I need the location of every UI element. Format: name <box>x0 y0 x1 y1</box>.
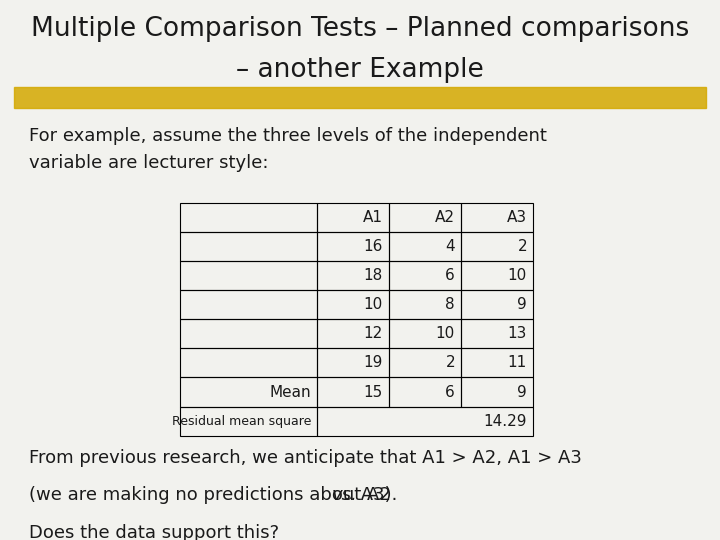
Bar <box>461 319 533 348</box>
Text: – another Example: – another Example <box>236 57 484 83</box>
Bar <box>317 202 389 232</box>
Text: 9: 9 <box>517 297 527 312</box>
Text: 14.29: 14.29 <box>484 414 527 429</box>
Text: 9: 9 <box>517 384 527 400</box>
Text: A3).: A3). <box>356 486 397 504</box>
Bar <box>180 377 317 407</box>
Text: Does the data support this?: Does the data support this? <box>29 524 279 540</box>
Bar <box>180 232 317 261</box>
Text: 8: 8 <box>446 297 455 312</box>
Text: Residual mean square: Residual mean square <box>171 415 311 428</box>
Text: 13: 13 <box>508 326 527 341</box>
Text: 6: 6 <box>445 268 455 283</box>
Bar <box>180 407 317 436</box>
Text: 10: 10 <box>364 297 383 312</box>
Bar <box>180 261 317 290</box>
Text: variable are lecturer style:: variable are lecturer style: <box>29 154 269 172</box>
Bar <box>317 348 389 377</box>
Text: 11: 11 <box>508 355 527 370</box>
Text: (we are making no predictions about A2: (we are making no predictions about A2 <box>29 486 397 504</box>
Bar <box>180 348 317 377</box>
Bar <box>461 202 533 232</box>
Text: 4: 4 <box>446 239 455 254</box>
Text: From previous research, we anticipate that A1 > A2, A1 > A3: From previous research, we anticipate th… <box>29 449 582 467</box>
Bar <box>317 261 389 290</box>
Bar <box>389 348 461 377</box>
Bar <box>461 377 533 407</box>
Text: A3: A3 <box>507 210 527 225</box>
Bar <box>389 319 461 348</box>
Bar <box>461 348 533 377</box>
Text: vs.: vs. <box>332 486 358 504</box>
Text: 12: 12 <box>364 326 383 341</box>
Text: 6: 6 <box>445 384 455 400</box>
Bar <box>461 261 533 290</box>
Text: A2: A2 <box>435 210 455 225</box>
Text: 16: 16 <box>364 239 383 254</box>
Bar <box>180 202 317 232</box>
Text: 15: 15 <box>364 384 383 400</box>
Text: 2: 2 <box>446 355 455 370</box>
Bar <box>389 377 461 407</box>
Bar <box>180 319 317 348</box>
Text: 19: 19 <box>364 355 383 370</box>
Bar <box>317 319 389 348</box>
Bar <box>317 407 533 436</box>
Text: 10: 10 <box>508 268 527 283</box>
Text: For example, assume the three levels of the independent: For example, assume the three levels of … <box>29 127 546 145</box>
Bar <box>180 290 317 319</box>
Text: 10: 10 <box>436 326 455 341</box>
Bar <box>389 290 461 319</box>
Text: Multiple Comparison Tests – Planned comparisons: Multiple Comparison Tests – Planned comp… <box>31 16 689 42</box>
Bar <box>317 377 389 407</box>
Bar <box>389 202 461 232</box>
Text: A1: A1 <box>363 210 383 225</box>
Bar <box>317 290 389 319</box>
Bar <box>461 290 533 319</box>
Text: 18: 18 <box>364 268 383 283</box>
Bar <box>461 232 533 261</box>
Bar <box>389 261 461 290</box>
Text: 2: 2 <box>518 239 527 254</box>
Bar <box>389 232 461 261</box>
Bar <box>317 232 389 261</box>
Bar <box>14 87 706 108</box>
Text: Mean: Mean <box>269 384 311 400</box>
